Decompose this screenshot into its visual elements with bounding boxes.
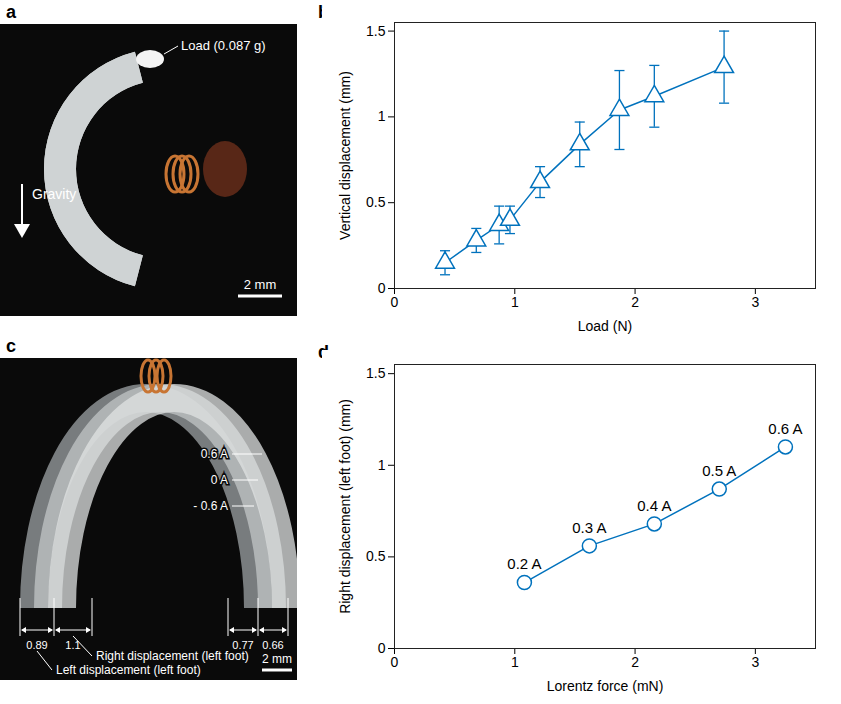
html-text:a: a: [6, 2, 16, 22]
svg-text:Vertical displacement (mm): Vertical displacement (mm): [337, 71, 353, 240]
svg-text:1.5: 1.5: [366, 365, 386, 381]
svg-text:Right displacement (left foot): Right displacement (left foot): [96, 649, 249, 663]
svg-text:Left displacement (left foot): Left displacement (left foot): [56, 663, 201, 677]
svg-text:3: 3: [751, 294, 759, 310]
svg-text:Load (N): Load (N): [578, 318, 632, 334]
svg-text:1: 1: [511, 654, 519, 670]
svg-text:0.2 A: 0.2 A: [507, 555, 541, 572]
svg-text:2 mm: 2 mm: [244, 277, 277, 292]
svg-text:2: 2: [631, 654, 639, 670]
svg-text:1: 1: [378, 457, 386, 473]
svg-text:0.5 A: 0.5 A: [702, 462, 736, 479]
svg-text:1.1: 1.1: [65, 639, 80, 651]
svg-text:Load (0.087 g): Load (0.087 g): [181, 38, 266, 53]
html-text:d: d: [318, 342, 329, 362]
svg-text:Lorentz force (mN): Lorentz force (mN): [547, 678, 664, 694]
svg-text:0.3 A: 0.3 A: [572, 519, 606, 536]
svg-text:2: 2: [631, 294, 639, 310]
svg-text:0.6 A: 0.6 A: [201, 447, 228, 461]
svg-text:0.5: 0.5: [366, 194, 386, 210]
svg-text:Right displacement (left foot): Right displacement (left foot) (mm): [337, 399, 353, 614]
svg-text:3: 3: [751, 654, 759, 670]
svg-text:0: 0: [378, 640, 386, 656]
html-text:c: c: [6, 336, 16, 356]
svg-text:1.5: 1.5: [366, 23, 386, 39]
html-text:b: b: [318, 2, 329, 22]
svg-text:0.4 A: 0.4 A: [637, 497, 671, 514]
svg-text:1: 1: [378, 108, 386, 124]
svg-text:Gravity: Gravity: [32, 186, 76, 202]
svg-text:0.77: 0.77: [232, 639, 254, 651]
svg-text:0: 0: [378, 280, 386, 296]
svg-text:0.6 A: 0.6 A: [768, 420, 802, 437]
svg-text:0.66: 0.66: [262, 639, 283, 651]
svg-text:- 0.6 A: - 0.6 A: [193, 499, 228, 513]
svg-text:0: 0: [391, 294, 399, 310]
svg-text:0: 0: [391, 654, 399, 670]
svg-text:0 A: 0 A: [211, 473, 228, 487]
svg-text:0.5: 0.5: [366, 548, 386, 564]
svg-text:0.89: 0.89: [26, 639, 47, 651]
svg-text:2 mm: 2 mm: [262, 652, 292, 666]
svg-text:1: 1: [511, 294, 519, 310]
